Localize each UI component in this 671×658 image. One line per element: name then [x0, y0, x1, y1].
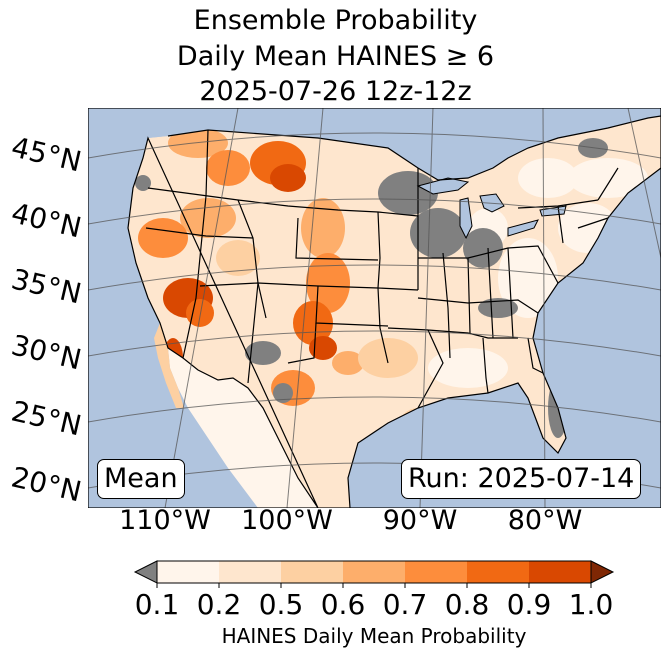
- probability-cells: [128, 116, 661, 508]
- colorbar-segment: [467, 561, 529, 583]
- colorbar-tick-0.9: 0.9: [506, 588, 552, 621]
- map-canvas: [88, 108, 661, 508]
- no-data-region: [410, 208, 466, 258]
- no-data-region: [378, 171, 438, 215]
- colorbar-segment: [219, 561, 281, 583]
- lon-label-80: 80°W: [507, 505, 583, 536]
- latitude-line: [88, 132, 661, 159]
- longitude-line: [286, 108, 324, 508]
- state-borders: [127, 115, 661, 508]
- baja-peninsula: [154, 323, 184, 408]
- title-line-2: Daily Mean HAINES ≥ 6: [176, 41, 495, 72]
- mexico-land: [168, 348, 318, 508]
- colorbar-outline: [156, 560, 592, 584]
- run-date-box: Run: 2025-07-14: [401, 459, 642, 499]
- lon-label-100: 100°W: [241, 505, 333, 536]
- graticule: [88, 108, 661, 508]
- probability-region: [332, 351, 364, 375]
- probability-region: [301, 198, 345, 258]
- lat-label-20: 20°N: [8, 460, 85, 509]
- colorbar-segment: [343, 561, 405, 583]
- colorbar-tick-0.1: 0.1: [134, 588, 180, 621]
- colorbar-tick-0.8: 0.8: [444, 588, 490, 621]
- no-data-region: [463, 228, 503, 268]
- no-data-region: [273, 383, 293, 403]
- colorbar-tick-1.0: 1.0: [568, 588, 614, 621]
- probability-region: [358, 338, 418, 378]
- colorbar-label: HAINES Daily Mean Probability: [221, 624, 527, 648]
- probability-region: [498, 238, 558, 318]
- latitude-line: [88, 198, 661, 225]
- lat-label-45: 45°N: [8, 130, 85, 179]
- colorbar-segment: [281, 561, 343, 583]
- title-line-1: Ensemble Probability: [193, 5, 478, 36]
- no-data-region: [478, 298, 518, 318]
- probability-region: [216, 240, 260, 276]
- mean-label-box: Mean: [97, 459, 185, 499]
- colorbar-over-arrow: [590, 560, 615, 584]
- probability-region: [168, 128, 228, 158]
- latitude-line: [88, 396, 661, 423]
- latitude-line: [88, 264, 661, 291]
- lon-label-110: 110°W: [119, 505, 211, 536]
- colorbar-tick-0.5: 0.5: [258, 588, 304, 621]
- colorbar-tick-0.2: 0.2: [196, 588, 242, 621]
- probability-region: [180, 198, 236, 238]
- land-base: [128, 116, 661, 508]
- no-data-region: [135, 175, 151, 191]
- colorbar-segment: [405, 561, 467, 583]
- lon-label-90: 90°W: [382, 505, 458, 536]
- colorbar-under-arrow: [133, 560, 158, 584]
- longitude-line: [164, 108, 239, 508]
- colorbar-segment: [529, 561, 591, 583]
- title-line-3: 2025-07-26 12z-12z: [199, 76, 472, 107]
- latitude-line: [88, 330, 661, 357]
- probability-region: [206, 150, 250, 186]
- colorbar-tick-0.7: 0.7: [382, 588, 428, 621]
- colorbar-segment: [157, 561, 219, 583]
- probability-region: [186, 299, 214, 327]
- probability-region: [568, 158, 648, 198]
- lat-label-30: 30°N: [8, 328, 85, 377]
- no-data-region: [245, 341, 281, 365]
- longitude-line: [419, 108, 434, 508]
- lat-label-35: 35°N: [8, 262, 85, 311]
- lat-label-40: 40°N: [8, 196, 85, 245]
- probability-region: [309, 336, 337, 360]
- probability-region: [270, 164, 306, 192]
- longitude-line: [542, 108, 546, 508]
- longitude-line: [627, 108, 661, 259]
- probability-map: [88, 108, 661, 508]
- lat-label-25: 25°N: [8, 394, 85, 443]
- probability-region: [428, 348, 508, 388]
- probability-region: [138, 218, 188, 258]
- probability-region: [518, 158, 578, 198]
- colorbar-tick-0.6: 0.6: [320, 588, 366, 621]
